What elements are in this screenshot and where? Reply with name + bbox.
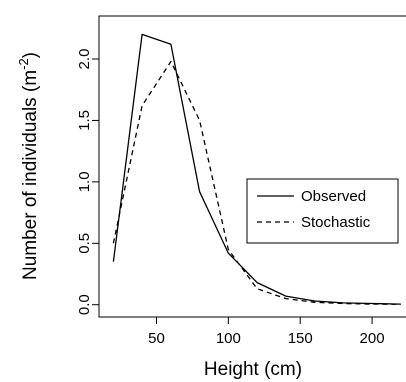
series-layer <box>112 33 401 305</box>
series-line-observed <box>112 33 401 305</box>
y-axis: 0.0 0.5 1.0 1.5 2.0 <box>76 49 100 315</box>
legend-box <box>246 178 399 244</box>
series-line-stochastic <box>112 60 401 305</box>
y-axis-title: Number of individuals (m-2) <box>16 52 41 280</box>
plot-frame <box>98 15 406 318</box>
x-axis: 50 100 150 200 <box>148 316 385 347</box>
y-axis-title-superscript: -2 <box>16 58 31 70</box>
x-axis-title: Height (cm) <box>204 359 302 380</box>
legend-label-observed: Observed <box>301 188 366 205</box>
y-axis-title-close: ) <box>20 52 41 58</box>
y-tick-label: 0.5 <box>76 233 93 254</box>
x-tick-label: 200 <box>360 330 385 347</box>
x-tick-label: 150 <box>288 330 313 347</box>
y-tick-label: 0.0 <box>76 294 93 315</box>
legend: Observed Stochastic <box>246 178 399 244</box>
y-tick-label: 1.0 <box>76 171 93 192</box>
y-axis-title-main: Number of individuals (m <box>20 70 41 280</box>
legend-label-stochastic: Stochastic <box>301 214 371 231</box>
x-tick-label: 50 <box>148 330 165 347</box>
y-tick-label: 2.0 <box>76 49 93 70</box>
y-tick-label: 1.5 <box>76 110 93 131</box>
x-tick-label: 100 <box>216 330 241 347</box>
